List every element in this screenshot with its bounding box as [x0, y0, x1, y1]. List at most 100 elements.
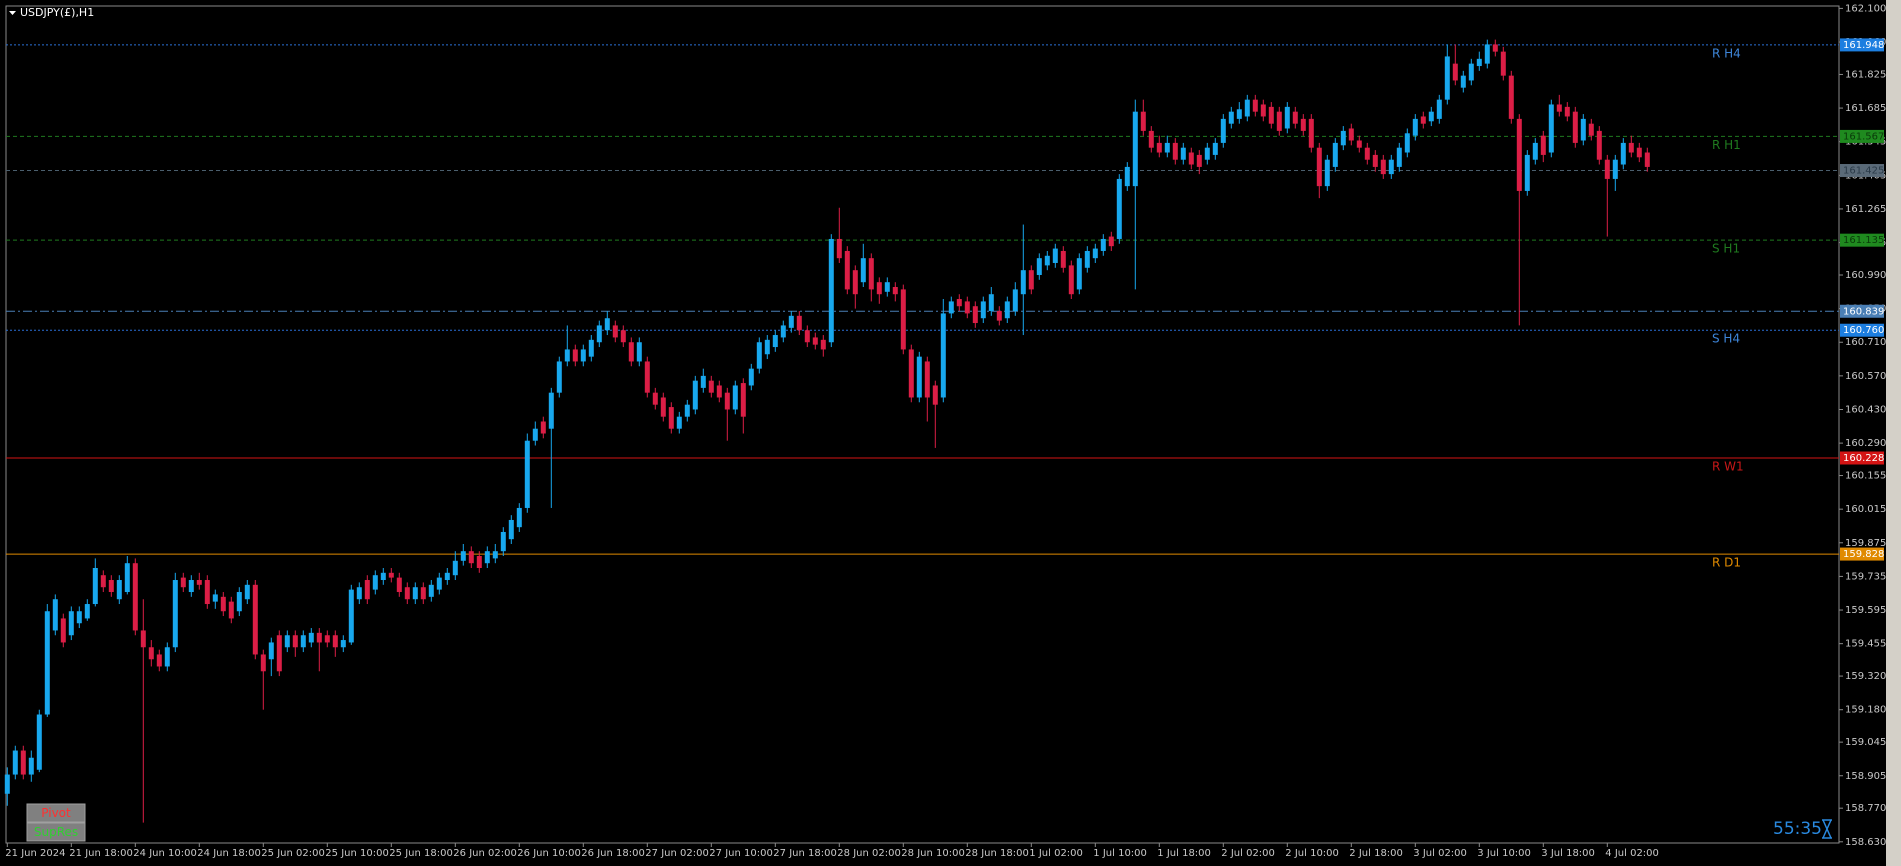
candle-body	[388, 572, 394, 578]
candle-body	[68, 611, 74, 636]
candle-body	[476, 555, 482, 569]
candle-body	[1004, 301, 1010, 319]
candle-body	[196, 580, 202, 585]
candle-body	[412, 587, 418, 600]
candle-body	[1580, 118, 1586, 141]
candle-body	[916, 356, 922, 398]
pivot-button[interactable]	[26, 803, 86, 823]
candle-body	[340, 640, 346, 648]
x-tick-label: 3 Jul 10:00	[1477, 848, 1531, 859]
candle-body	[1156, 142, 1162, 153]
candle-body	[356, 587, 362, 600]
candle-body	[460, 551, 466, 561]
candle-body	[220, 596, 226, 612]
candle-body	[556, 361, 562, 393]
x-tick-label: 2 Jul 02:00	[1221, 848, 1275, 859]
x-tick-label: 28 Jun 10:00	[901, 848, 965, 859]
candle-body	[1188, 152, 1194, 165]
candle-body	[1420, 116, 1426, 124]
candle-body	[204, 580, 210, 605]
candle-body	[740, 383, 746, 417]
candle-body	[876, 282, 882, 295]
candle-body	[436, 577, 442, 590]
level-tag-label: 161.135	[1843, 235, 1884, 246]
candle-body	[4, 774, 10, 794]
candle-body	[1100, 238, 1106, 251]
candle-body	[324, 635, 330, 643]
x-tick-label: 28 Jun 18:00	[965, 848, 1029, 859]
y-tick-label: 160.710	[1845, 337, 1886, 348]
candle-body	[308, 632, 314, 643]
candle-body	[116, 580, 122, 600]
candle-body	[148, 647, 154, 660]
candle-body	[1212, 142, 1218, 155]
x-tick-label: 1 Jul 10:00	[1093, 848, 1147, 859]
candle-body	[852, 270, 858, 295]
x-tick-label: 4 Jul 02:00	[1605, 848, 1659, 859]
y-tick-label: 159.045	[1845, 737, 1886, 748]
candle-body	[484, 551, 490, 564]
candle-body	[756, 342, 762, 369]
candle-body	[268, 642, 274, 660]
level-tag-label: 160.228	[1843, 453, 1884, 464]
level-tag	[1840, 304, 1884, 318]
candle-body	[1268, 106, 1274, 124]
candle-body	[1348, 128, 1354, 141]
candle-body	[1428, 111, 1434, 122]
y-tick-label: 159.595	[1845, 605, 1886, 616]
level-tag	[1840, 451, 1884, 465]
candle-body	[868, 258, 874, 290]
candle-body	[532, 428, 538, 441]
candle-body	[732, 385, 738, 410]
menu-arrow[interactable]	[9, 11, 16, 15]
candle-body	[1364, 147, 1370, 160]
candle-body	[60, 618, 66, 643]
candle-body	[612, 325, 618, 338]
candle-body	[1356, 140, 1362, 148]
candle-body	[1372, 154, 1378, 167]
level-tag-label: 159.828	[1843, 549, 1884, 560]
candle-body	[52, 599, 58, 631]
x-tick-label: 3 Jul 02:00	[1413, 848, 1467, 859]
candle-body	[516, 507, 522, 528]
level-tag-label: 161.567	[1843, 131, 1884, 142]
supres-button-label[interactable]: SupRes	[34, 825, 78, 839]
candle-body	[132, 563, 138, 631]
candle-body	[508, 519, 514, 540]
level-name: R H4	[1712, 46, 1741, 60]
candle-body	[348, 589, 354, 643]
y-tick-label: 159.735	[1845, 571, 1886, 582]
candle-body	[1444, 56, 1450, 100]
candle-body	[1628, 142, 1634, 153]
x-tick-label: 28 Jun 02:00	[837, 848, 901, 859]
x-tick-label: 26 Jun 18:00	[581, 848, 645, 859]
candle-body	[444, 572, 450, 581]
candle-body	[1548, 104, 1554, 153]
candle-body	[300, 635, 306, 648]
candle-body	[948, 301, 954, 314]
candle-body	[1308, 118, 1314, 148]
x-tick-label: 1 Jul 02:00	[1029, 848, 1083, 859]
side-panel	[1886, 0, 1901, 866]
candle-body	[1484, 44, 1490, 64]
candle-body	[1276, 111, 1282, 131]
candle-body	[684, 404, 690, 417]
candle-body	[1300, 118, 1306, 131]
supres-button[interactable]	[26, 822, 86, 842]
candle-body	[908, 349, 914, 398]
x-tick-label: 24 Jun 10:00	[133, 848, 197, 859]
candle-body	[972, 306, 978, 324]
candle-body	[524, 440, 530, 508]
candle-body	[1604, 159, 1610, 179]
candle-body	[668, 407, 674, 429]
hourglass-icon	[1822, 819, 1832, 839]
candle-body	[1116, 178, 1122, 239]
candle-body	[1196, 154, 1202, 167]
candle-body	[1524, 154, 1530, 191]
y-tick-label: 159.180	[1845, 705, 1886, 716]
level-tag-label: 161.425	[1843, 166, 1884, 177]
candle-body	[108, 580, 114, 593]
pivot-button-label[interactable]: Pivot	[41, 806, 71, 820]
